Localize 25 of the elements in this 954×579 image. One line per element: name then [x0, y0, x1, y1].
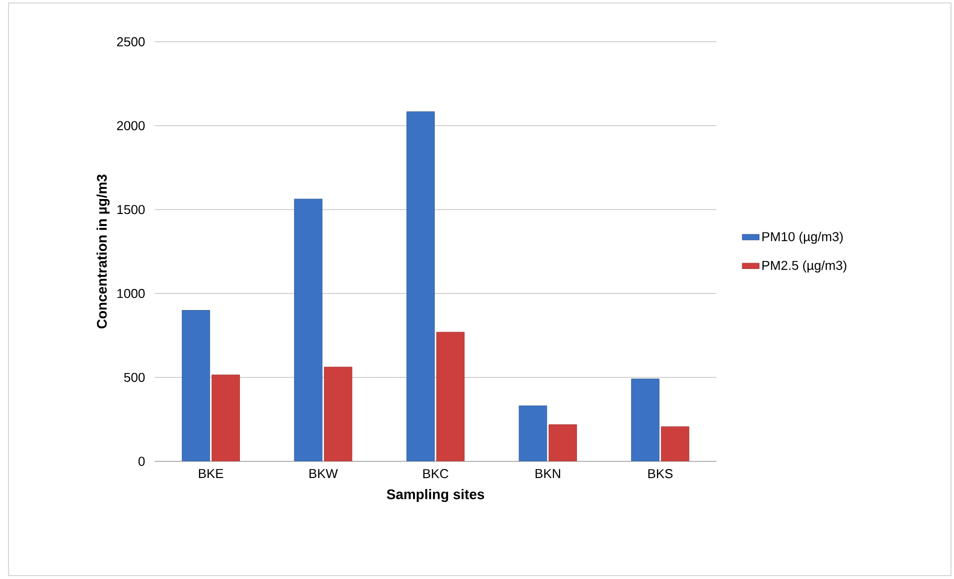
y-tick-label: 500	[124, 373, 145, 382]
y-tick-label: 2000	[117, 121, 145, 130]
legend-label: PM2.5 (µg/m3)	[762, 260, 846, 273]
x-tick-label: BKC	[423, 469, 448, 478]
y-tick-label: 1000	[117, 289, 145, 298]
bar	[324, 366, 352, 462]
y-axis-title: Concentration in µg/m3	[96, 174, 110, 329]
x-axis-title: Sampling sites	[386, 489, 484, 502]
bar	[294, 198, 322, 462]
bar	[212, 374, 240, 462]
bar	[406, 112, 435, 462]
x-tick-label: BKW	[310, 469, 338, 478]
bar	[436, 332, 465, 462]
x-tick-label: BKE	[198, 469, 224, 478]
bar	[548, 424, 577, 462]
y-tick-label: 1500	[117, 205, 145, 214]
bar	[518, 406, 548, 462]
bar	[182, 310, 210, 462]
x-tick-label: BKN	[536, 469, 560, 478]
y-tick-label: 0	[138, 456, 145, 466]
bar	[661, 426, 690, 462]
y-tick-label: 2500	[117, 37, 145, 47]
x-tick-label: BKS	[648, 469, 673, 478]
legend-label: PM10 (µg/m3)	[762, 232, 843, 244]
bar	[631, 378, 660, 462]
